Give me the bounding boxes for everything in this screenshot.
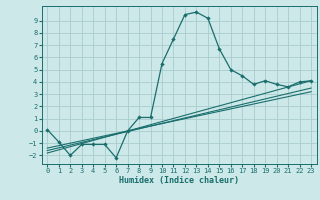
X-axis label: Humidex (Indice chaleur): Humidex (Indice chaleur) xyxy=(119,176,239,185)
